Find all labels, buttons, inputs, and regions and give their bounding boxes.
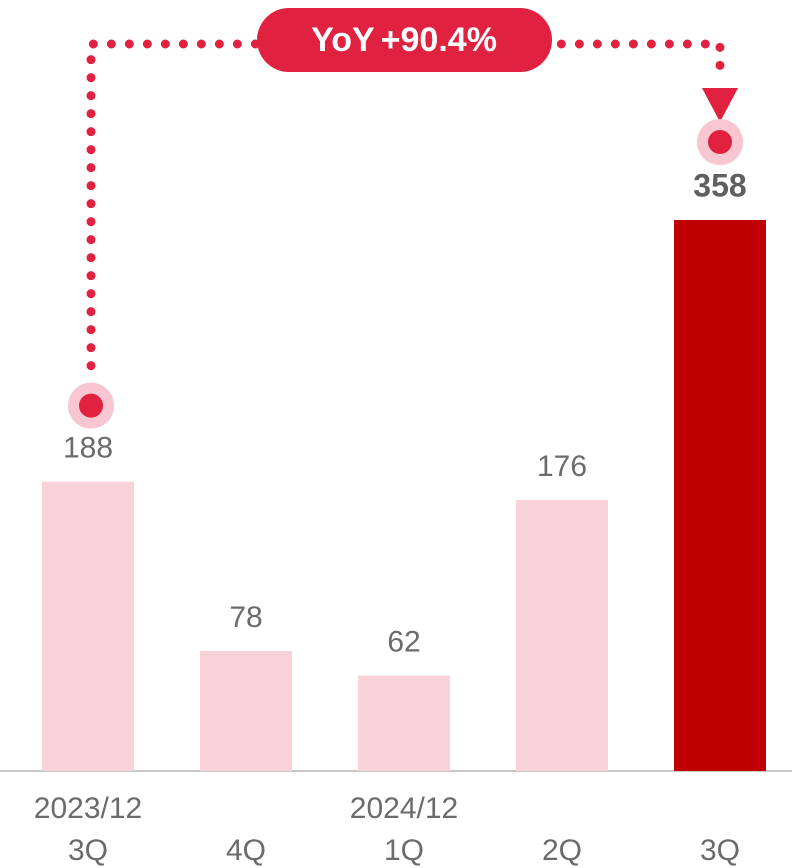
yoy-pill xyxy=(257,8,552,72)
data-label: 176 xyxy=(537,450,587,483)
x-group-label: 2023/12 xyxy=(34,792,142,825)
yoy-text: YoY +90.4% xyxy=(311,21,497,59)
yoy-label: YoY xyxy=(311,21,375,59)
x-group-label: 2024/12 xyxy=(350,792,458,825)
x-tick-label: 3Q xyxy=(68,834,108,867)
bar xyxy=(674,220,766,771)
data-label: 188 xyxy=(63,432,113,465)
connector xyxy=(86,39,725,371)
data-label: 78 xyxy=(229,601,262,634)
bar xyxy=(200,650,292,771)
bar xyxy=(516,500,608,771)
x-tick-label: 2Q xyxy=(542,834,582,867)
yoy-value: +90.4% xyxy=(381,21,497,59)
bar xyxy=(358,675,450,771)
marker-dot xyxy=(79,393,103,418)
marker-dot xyxy=(708,130,732,154)
data-label: 358 xyxy=(693,167,746,203)
x-tick-label: 4Q xyxy=(226,834,266,867)
x-tick-label: 1Q xyxy=(384,834,424,867)
arrow-head xyxy=(702,88,738,122)
data-label: 62 xyxy=(387,625,420,658)
x-tick-label: 3Q xyxy=(700,834,740,867)
bar xyxy=(42,481,134,771)
